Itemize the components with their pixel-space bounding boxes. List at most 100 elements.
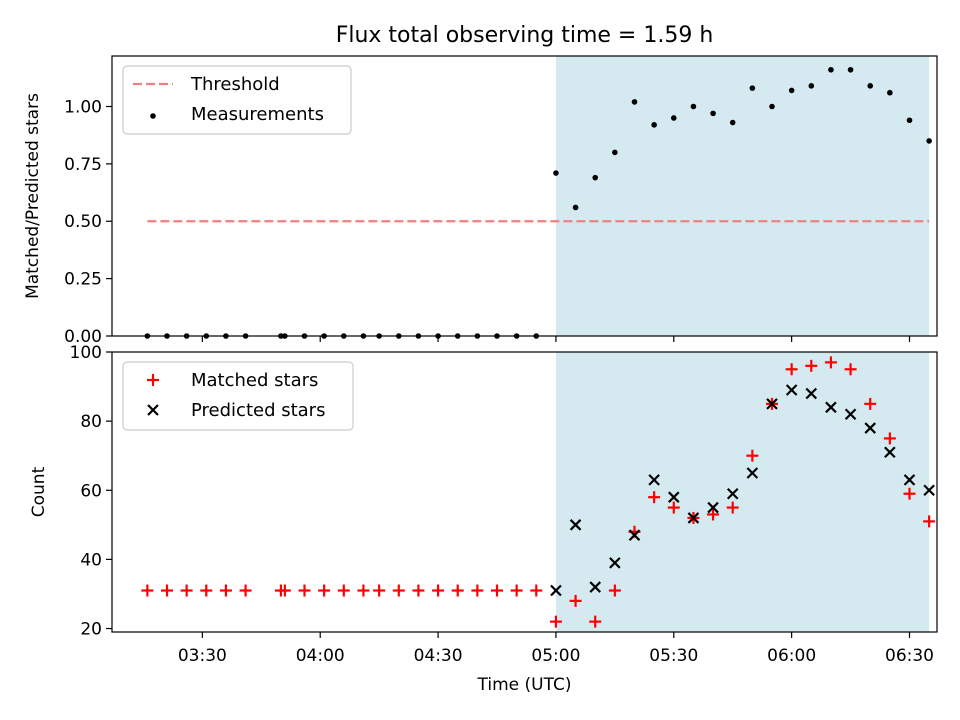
data-point: [219, 584, 232, 597]
data-point: [788, 87, 795, 94]
y-tick-label: 0.25: [64, 270, 102, 290]
data-point: [161, 584, 173, 597]
legend-label: Threshold: [190, 74, 280, 95]
ratio-subplot: 0.00 0.25 0.50 0.75 1.00 Matched/Predicted st…: [23, 23, 938, 347]
x-b: [707, 501, 719, 514]
data-point: [864, 397, 877, 410]
x-b: [785, 384, 798, 396]
data-point: [180, 584, 193, 597]
data-point: [825, 401, 837, 414]
y-tick-label: 0.00: [64, 327, 102, 347]
x-b: [825, 401, 837, 414]
data-point: [200, 584, 213, 597]
data-point: [631, 99, 638, 105]
legend-box: [122, 361, 354, 431]
data-point: [491, 584, 503, 597]
x-b: [884, 446, 896, 459]
legend-box: [122, 65, 352, 135]
data-point: [864, 422, 876, 434]
data-point: [668, 491, 680, 503]
x-tick-label: 04:30: [414, 646, 463, 666]
x-b: [864, 422, 876, 434]
data-point: [824, 356, 837, 369]
data-point: [687, 512, 700, 524]
x-b: [550, 584, 562, 597]
y-axis-label: Matched/Predicted stars: [23, 93, 43, 299]
x-b: [805, 387, 818, 400]
data-point: [278, 584, 291, 597]
legend-label: Predicted stars: [191, 400, 325, 421]
x-tick-label: 06:30: [885, 646, 934, 666]
data-point: [337, 584, 350, 597]
data-point: [923, 515, 936, 528]
data-point: [926, 138, 932, 144]
data-point: [648, 474, 660, 486]
x-tick-label: 05:00: [531, 646, 580, 666]
data-point: [451, 584, 464, 597]
data-point: [589, 581, 601, 593]
data-point: [847, 66, 854, 73]
data-point: [785, 363, 798, 376]
x-b: [628, 529, 641, 541]
x-b: [903, 474, 916, 486]
y-tick-label: 100: [70, 343, 102, 363]
data-point: [572, 204, 579, 211]
data-point: [746, 467, 759, 479]
x-b: [648, 474, 660, 486]
y-tick-label: 0.75: [64, 155, 102, 175]
data-point: [651, 122, 657, 128]
axes-frame: [111, 351, 938, 633]
x-b: [746, 467, 759, 479]
data-point: [887, 89, 893, 96]
data-point: [903, 474, 916, 486]
data-point: [553, 170, 559, 176]
series-predicted-stars: [550, 384, 935, 597]
data-point: [726, 487, 739, 500]
legend-label: Measurements: [191, 104, 324, 125]
data-point: [589, 615, 602, 628]
data-point: [549, 615, 562, 628]
x-b: [687, 512, 700, 524]
data-point: [923, 484, 935, 497]
observing-window-span: [555, 56, 930, 336]
data-point: [357, 584, 370, 597]
data-point: [612, 149, 618, 156]
data-point: [867, 83, 874, 89]
y-tick-label: 60: [80, 481, 102, 501]
data-point: [510, 584, 523, 597]
x-b: [726, 487, 739, 500]
x-b: [609, 557, 621, 569]
x-b: [589, 581, 601, 593]
y-tick-label: 1.00: [64, 97, 102, 117]
y-tick-label: 0.50: [64, 212, 102, 232]
y-tick-label: 40: [80, 550, 102, 570]
data-point: [392, 584, 405, 597]
data-point: [608, 584, 621, 597]
data-point: [805, 387, 818, 400]
data-point: [690, 103, 697, 110]
data-point: [729, 119, 736, 126]
data-point: [903, 487, 916, 500]
legend: Matched stars Predicted stars: [122, 361, 354, 431]
data-point: [373, 584, 386, 597]
data-point: [884, 446, 896, 459]
legend-x-b: [147, 404, 159, 416]
data-point: [412, 584, 425, 597]
data-point: [844, 363, 857, 376]
data-point: [710, 110, 716, 117]
x-tick-label: 06:00: [767, 646, 816, 666]
data-point: [707, 501, 719, 514]
y-axis-label: Count: [29, 466, 49, 517]
legend-label: Matched stars: [191, 370, 318, 391]
data-point: [844, 408, 857, 421]
data-point: [239, 584, 252, 597]
data-point: [906, 117, 913, 124]
count-subplot: 20 40 60 80 100 03:30 04:00 04:30 05:00 05:30 06:0…: [29, 343, 938, 695]
data-point: [471, 584, 484, 597]
data-point: [569, 594, 582, 607]
data-point: [530, 584, 543, 597]
data-point: [766, 398, 778, 410]
data-point: [828, 66, 834, 73]
legend: Threshold Measurements: [122, 65, 352, 135]
observing-window-span: [555, 352, 930, 632]
